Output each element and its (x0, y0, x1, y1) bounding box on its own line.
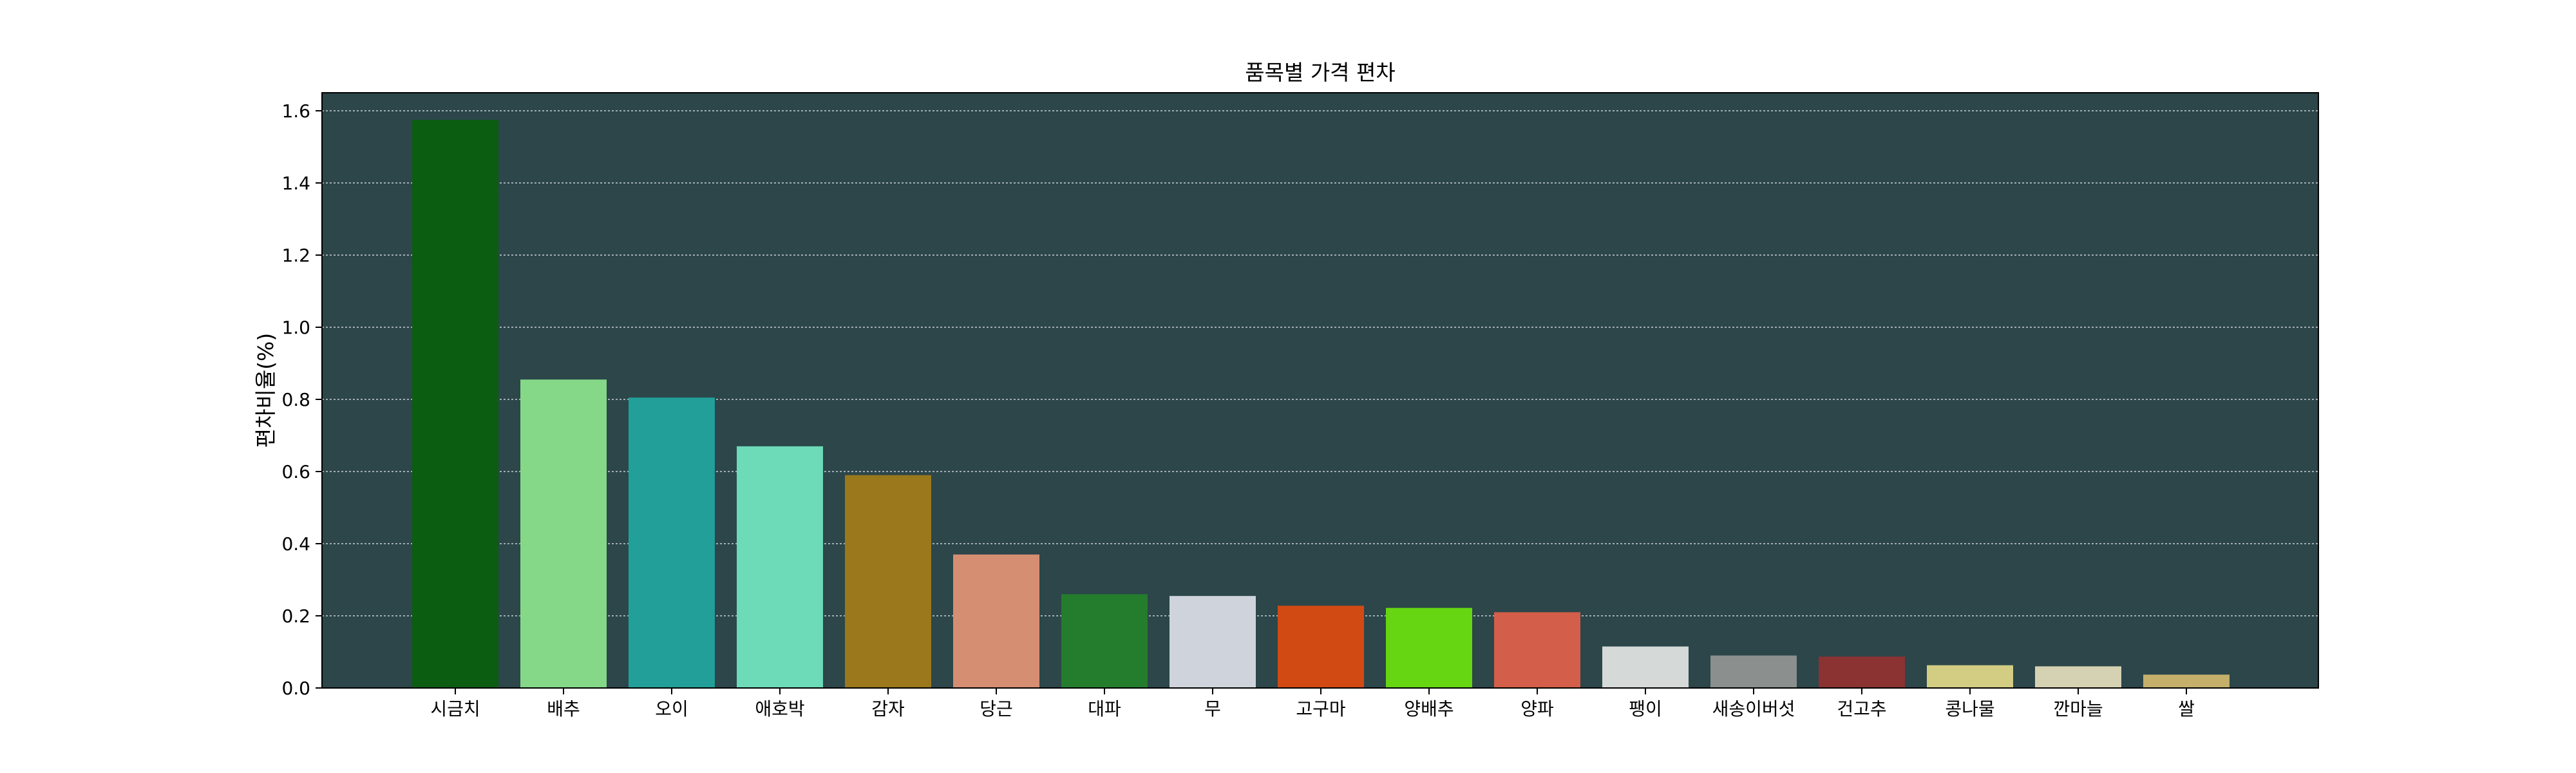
x-tick-label: 감자 (871, 698, 905, 720)
y-axis-ticks: 0.0 0.2 0.4 0.6 0.8 1.0 1.2 1.4 1.6 (281, 100, 322, 699)
plot-frame (321, 92, 2319, 689)
bar-3 (629, 397, 715, 688)
x-tick-label: 건고추 (1837, 698, 1886, 720)
x-tick-label: 콩나물 (1945, 698, 1994, 720)
x-tick-label: 깐마늘 (2053, 698, 2103, 720)
x-tick-label: 오이 (655, 698, 688, 720)
bars (412, 120, 2230, 688)
bar-11 (1494, 612, 1580, 688)
bar-2 (520, 379, 607, 688)
x-tick-label: 팽이 (1629, 698, 1662, 720)
bar-7 (1061, 594, 1148, 688)
y-tick-label: 0.4 (281, 533, 310, 555)
y-tick-label: 1.0 (281, 317, 310, 338)
x-tick-label: 무 (1204, 698, 1221, 720)
bar-1 (412, 120, 498, 688)
bar-10 (1386, 607, 1472, 688)
bar-15 (1927, 665, 2013, 688)
x-tick-label: 당근 (980, 698, 1013, 720)
bar-4 (737, 446, 823, 688)
x-tick-label: 새송이버섯 (1712, 698, 1795, 720)
y-axis-label: 편차비율(%) (253, 333, 278, 448)
x-tick-label: 양파 (1520, 698, 1554, 720)
y-tick-label: 1.2 (281, 245, 310, 266)
x-tick-label: 양배추 (1404, 698, 1454, 720)
bar-13 (1710, 655, 1797, 688)
x-tick-label: 시금치 (430, 698, 480, 720)
bar-14 (1819, 656, 1905, 688)
x-tick-label: 쌀 (2178, 698, 2195, 720)
y-tick-label: 0.6 (281, 461, 310, 482)
bar-8 (1170, 596, 1256, 688)
chart-title: 품목별 가격 편차 (1245, 60, 1396, 85)
x-tick-label: 애호박 (755, 698, 804, 720)
y-tick-label: 0.0 (281, 678, 310, 699)
y-tick-label: 1.4 (281, 173, 310, 194)
x-tick-label: 배추 (547, 698, 580, 720)
y-tick-label: 0.8 (281, 389, 310, 410)
plot-area (321, 92, 2319, 689)
bar-6 (953, 554, 1039, 688)
x-tick-label: 고구마 (1296, 698, 1345, 720)
x-axis-ticks: 시금치 배추 오이 애호박 감자 당근 대파 무 고구마 양배추 양파 팽이 새송이버섯 건고추 콩나물 깐마… (430, 688, 2195, 720)
bar-9 (1278, 606, 1364, 688)
bar-12 (1602, 646, 1689, 688)
x-tick-label: 대파 (1088, 698, 1121, 720)
bar-5 (845, 475, 931, 688)
bar-16 (2035, 666, 2121, 688)
y-tick-label: 0.2 (281, 606, 310, 627)
bar-17 (2143, 674, 2230, 688)
y-tick-label: 1.6 (281, 100, 310, 122)
